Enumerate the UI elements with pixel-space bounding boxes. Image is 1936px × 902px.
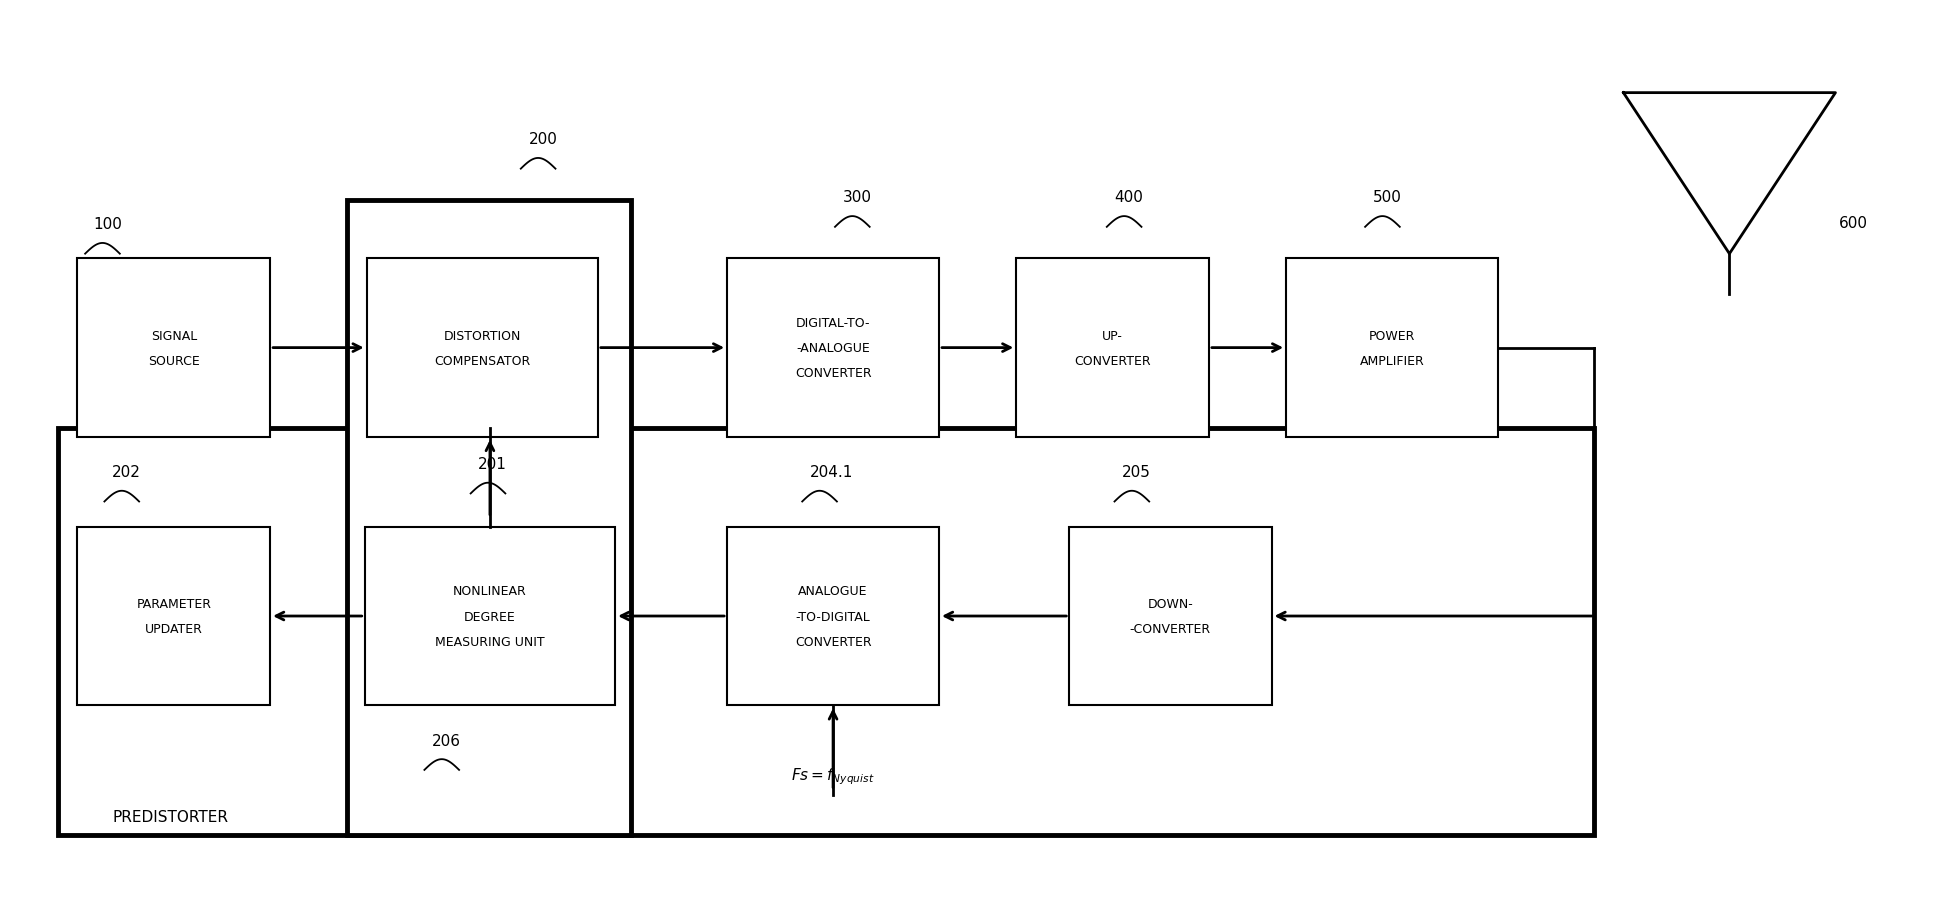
Text: UPDATER: UPDATER: [145, 622, 203, 635]
Text: DEGREE: DEGREE: [465, 610, 515, 622]
Text: -CONVERTER: -CONVERTER: [1131, 622, 1210, 635]
Text: 300: 300: [842, 190, 871, 206]
Bar: [58, 428, 1595, 835]
Text: 206: 206: [432, 732, 461, 748]
Text: NONLINEAR: NONLINEAR: [453, 584, 527, 598]
Bar: [77, 527, 271, 705]
Text: 205: 205: [1123, 465, 1152, 480]
Text: AMPLIFIER: AMPLIFIER: [1359, 354, 1425, 367]
Text: -TO-DIGITAL: -TO-DIGITAL: [796, 610, 871, 622]
Text: 200: 200: [529, 133, 558, 147]
Bar: [1016, 259, 1208, 437]
Bar: [728, 259, 939, 437]
Bar: [728, 527, 939, 705]
Text: CONVERTER: CONVERTER: [796, 635, 871, 648]
Text: DISTORTION: DISTORTION: [443, 329, 521, 342]
Text: CONVERTER: CONVERTER: [796, 367, 871, 380]
Text: 204.1: 204.1: [809, 465, 854, 480]
Text: DOWN-: DOWN-: [1148, 597, 1193, 611]
Text: PARAMETER: PARAMETER: [136, 597, 211, 611]
Text: ANALOGUE: ANALOGUE: [798, 584, 867, 598]
Text: 600: 600: [1839, 216, 1868, 231]
Text: PREDISTORTER: PREDISTORTER: [112, 810, 228, 824]
Text: DIGITAL-TO-: DIGITAL-TO-: [796, 317, 871, 330]
Text: POWER: POWER: [1369, 329, 1415, 342]
Text: $\mathit{Fs}$$ = f_{\mathit{Nyquist}}$: $\mathit{Fs}$$ = f_{\mathit{Nyquist}}$: [792, 766, 875, 787]
Text: 500: 500: [1373, 190, 1402, 206]
Text: -ANALOGUE: -ANALOGUE: [796, 342, 869, 354]
Text: MEASURING UNIT: MEASURING UNIT: [436, 635, 544, 648]
Bar: [347, 201, 631, 835]
Text: SIGNAL: SIGNAL: [151, 329, 197, 342]
Text: 400: 400: [1115, 190, 1144, 206]
Bar: [364, 527, 616, 705]
Text: 100: 100: [93, 217, 122, 232]
Text: UP-: UP-: [1102, 329, 1123, 342]
Bar: [1286, 259, 1498, 437]
Text: COMPENSATOR: COMPENSATOR: [434, 354, 530, 367]
Text: 202: 202: [112, 465, 141, 480]
Bar: [1069, 527, 1272, 705]
Text: SOURCE: SOURCE: [147, 354, 199, 367]
Text: 201: 201: [478, 456, 507, 472]
Bar: [366, 259, 598, 437]
Text: CONVERTER: CONVERTER: [1074, 354, 1150, 367]
Bar: [77, 259, 271, 437]
